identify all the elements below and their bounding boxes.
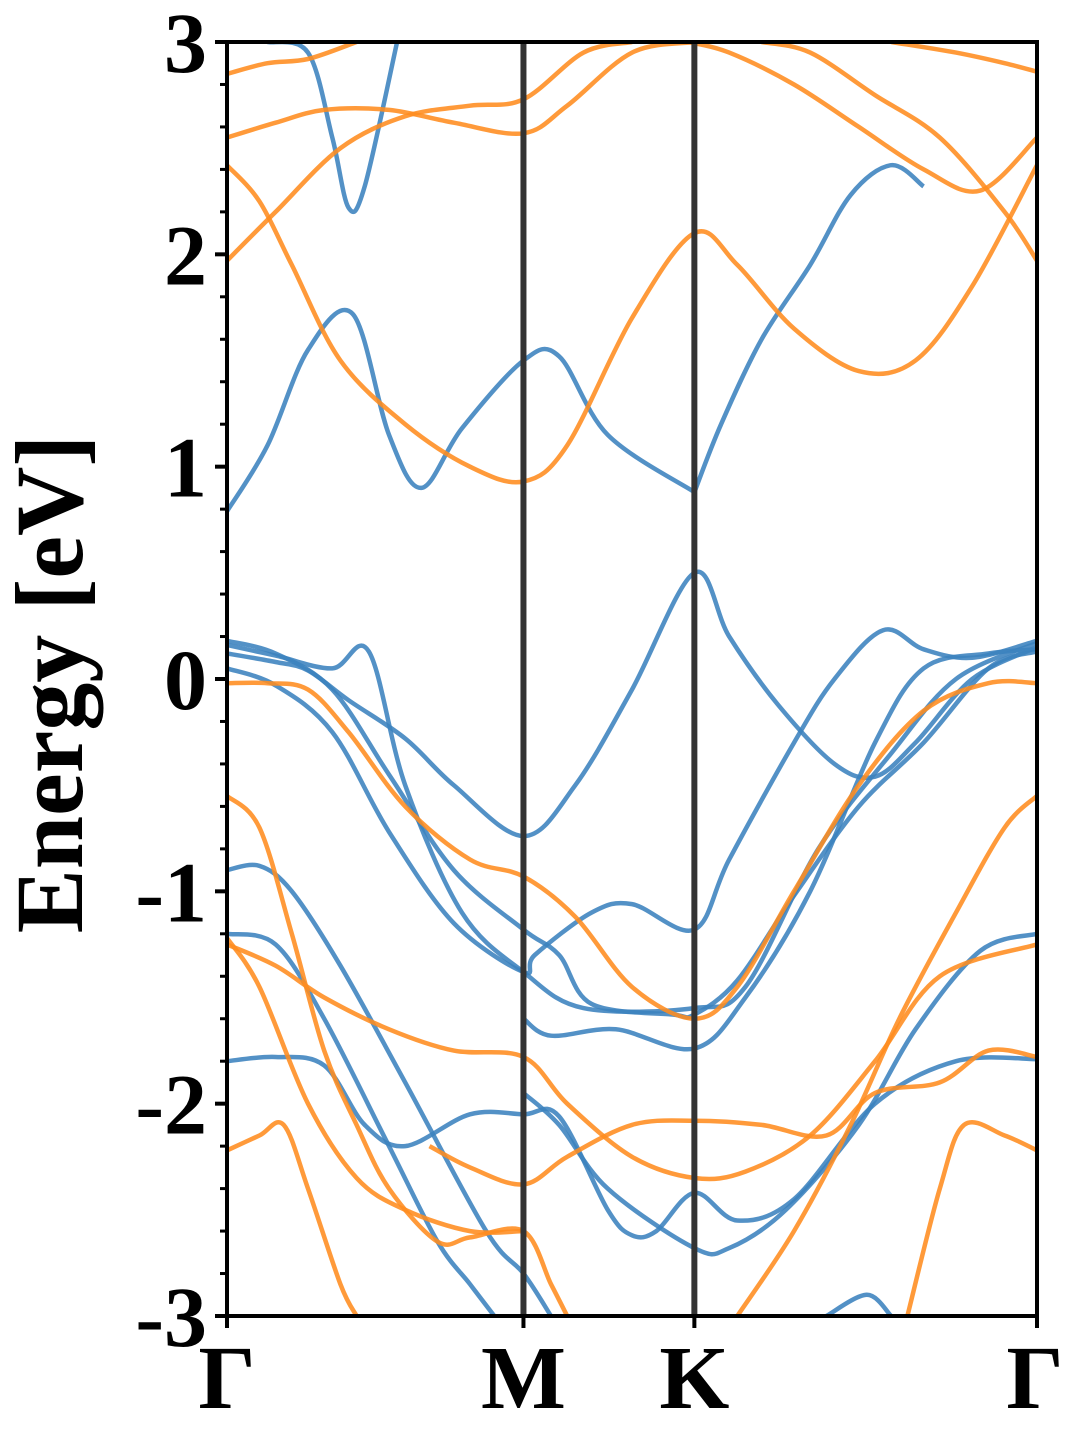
x-tick-label: M — [481, 1329, 566, 1428]
band-line-orange-15 — [227, 163, 1037, 485]
band-line-blue-11 — [522, 647, 1037, 1052]
band-line-orange-16 — [227, 42, 633, 263]
x-tick-label: Γ — [198, 1329, 255, 1428]
band-line-blue-2 — [266, 42, 400, 215]
band-line-orange-24 — [905, 1120, 1037, 1316]
band-line-orange-23 — [735, 794, 1037, 1316]
band-line-blue-4 — [227, 640, 1037, 1015]
band-line-blue-3 — [227, 569, 1037, 839]
band-line-blue-1 — [692, 162, 926, 493]
band-line-blue-12 — [825, 1292, 893, 1316]
band-line-orange-13 — [227, 42, 358, 77]
band-line-blue-8 — [227, 931, 497, 1316]
band-line-blue-0 — [227, 307, 696, 513]
y-tick-label: 3 — [164, 0, 207, 91]
x-tick-label: Γ — [1006, 1329, 1063, 1428]
y-tick-label: 0 — [164, 632, 207, 728]
series-layer — [227, 42, 1037, 1316]
band-line-orange-25 — [688, 42, 1037, 194]
band-line-orange-26 — [761, 42, 1037, 262]
y-tick-label: -3 — [135, 1269, 207, 1365]
y-tick-label: -1 — [135, 844, 207, 940]
high-symmetry-lines — [520, 42, 698, 1316]
band-line-blue-7 — [227, 862, 553, 1316]
band-line-orange-21 — [227, 1120, 359, 1316]
band-line-orange-19 — [227, 936, 524, 1235]
y-axis-ticks: -3 -2 -1 0 1 2 3 — [135, 0, 227, 1365]
x-tick-label: K — [659, 1329, 729, 1428]
band-line-orange-20 — [227, 942, 1037, 1182]
band-line-blue-10 — [521, 931, 1037, 1257]
band-line-blue-6 — [227, 627, 1037, 976]
y-tick-label: -2 — [135, 1057, 207, 1153]
y-axis-label: Energy [eV] — [0, 435, 103, 934]
band-line-blue-5 — [227, 638, 1037, 1020]
y-tick-label: 2 — [164, 207, 207, 303]
band-line-orange-14 — [227, 42, 695, 140]
band-line-orange-17 — [227, 678, 1037, 1021]
band-line-orange-27 — [890, 42, 1037, 74]
y-tick-label: 1 — [164, 420, 207, 516]
